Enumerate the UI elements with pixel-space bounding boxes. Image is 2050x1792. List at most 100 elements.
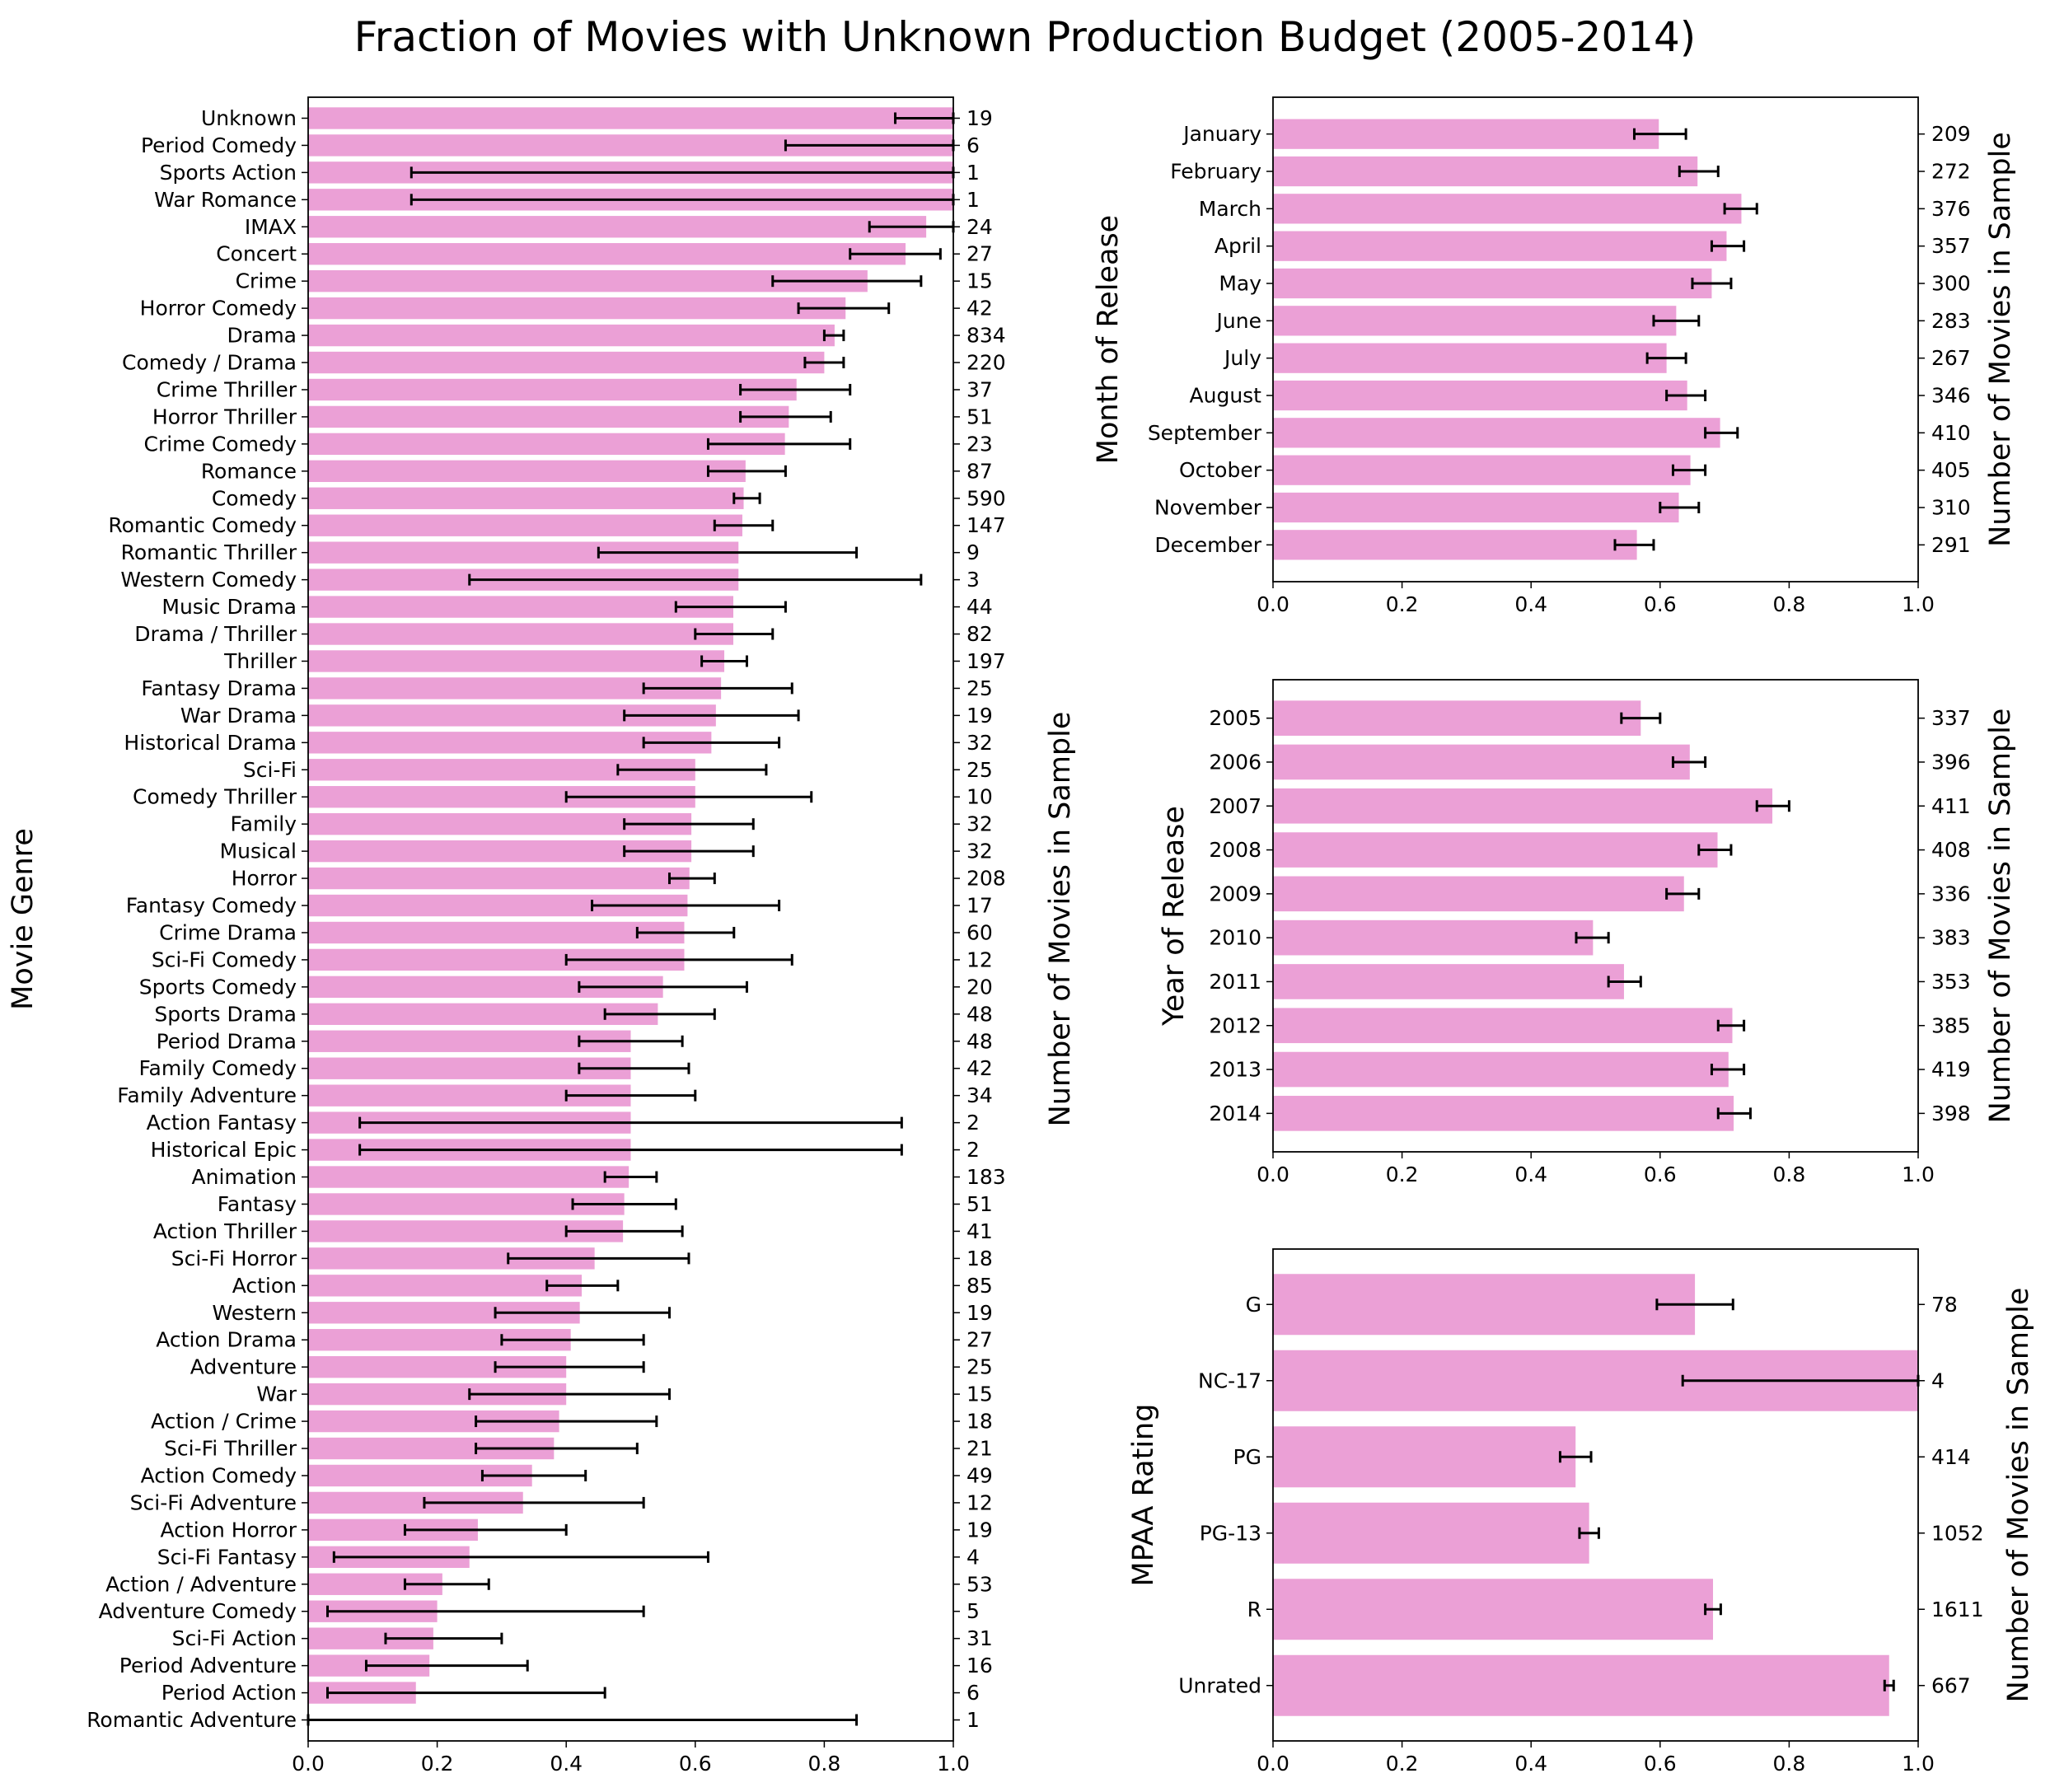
count-label: 2 xyxy=(966,1138,980,1162)
count-label: 267 xyxy=(1931,346,1971,370)
bar xyxy=(1273,1654,1889,1716)
x-tick-label: 0.4 xyxy=(550,1752,583,1776)
count-label: 12 xyxy=(966,947,993,971)
y-tick-label: 2013 xyxy=(1209,1058,1261,1082)
count-label: 42 xyxy=(966,297,993,321)
y-tick-label: Sci-Fi Fantasy xyxy=(157,1545,297,1569)
bar xyxy=(1273,268,1712,299)
count-label: 197 xyxy=(966,649,1006,673)
bar xyxy=(1273,744,1690,780)
count-label: 414 xyxy=(1931,1445,1971,1469)
count-label: 18 xyxy=(966,1247,993,1270)
bar xyxy=(1273,306,1677,336)
y-tick-label: 2007 xyxy=(1209,794,1261,818)
right-axis-label: Number of Movies in Sample xyxy=(1044,712,1077,1127)
y-tick-label: Family Comedy xyxy=(138,1056,297,1080)
count-label: 2 xyxy=(966,1111,980,1135)
y-tick-label: Historical Drama xyxy=(124,731,297,755)
y-tick-label: March xyxy=(1199,197,1261,221)
count-label: 5 xyxy=(966,1599,980,1623)
count-label: 87 xyxy=(966,459,993,483)
bar xyxy=(308,107,953,129)
count-label: 10 xyxy=(966,785,993,809)
y-tick-label: Period Comedy xyxy=(141,133,297,157)
count-label: 19 xyxy=(966,1518,993,1542)
count-label: 44 xyxy=(966,595,993,619)
count-label: 834 xyxy=(966,324,1006,348)
count-label: 1611 xyxy=(1931,1598,1984,1621)
count-label: 411 xyxy=(1931,794,1971,818)
y-tick-label: 2009 xyxy=(1209,882,1261,905)
count-label: 419 xyxy=(1931,1058,1971,1082)
y-tick-label: Comedy Thriller xyxy=(133,785,297,809)
y-tick-label: Adventure xyxy=(190,1355,297,1379)
count-label: 27 xyxy=(966,242,993,266)
y-tick-label: 2006 xyxy=(1209,750,1261,774)
x-tick-label: 1.0 xyxy=(1902,592,1935,616)
bar xyxy=(1273,919,1594,956)
y-tick-label: August xyxy=(1190,384,1262,408)
y-tick-label: December xyxy=(1154,533,1261,557)
bar xyxy=(1273,1096,1734,1131)
count-label: 346 xyxy=(1931,384,1971,408)
y-tick-label: Fantasy Comedy xyxy=(126,894,297,918)
count-label: 283 xyxy=(1931,309,1971,333)
count-label: 19 xyxy=(966,106,993,130)
y-tick-label: July xyxy=(1223,346,1261,370)
bar xyxy=(1273,380,1687,411)
y-tick-label: G xyxy=(1246,1293,1261,1317)
bar xyxy=(308,324,835,347)
count-label: 6 xyxy=(966,1681,980,1705)
count-label: 32 xyxy=(966,840,993,863)
bar xyxy=(308,405,789,428)
bar xyxy=(308,378,797,401)
count-label: 23 xyxy=(966,432,993,456)
count-label: 590 xyxy=(966,486,1006,510)
y-tick-label: 2012 xyxy=(1209,1013,1261,1037)
y-tick-label: Sports Comedy xyxy=(139,975,297,999)
bar xyxy=(1273,876,1684,912)
y-tick-label: Thriller xyxy=(223,649,297,673)
figure-title: Fraction of Movies with Unknown Producti… xyxy=(354,13,1697,61)
y-tick-label: Crime Drama xyxy=(159,920,297,944)
bar xyxy=(1273,119,1659,149)
y-tick-label: June xyxy=(1215,309,1261,333)
y-tick-label: Horror Thriller xyxy=(152,405,297,428)
y-tick-label: Crime xyxy=(236,269,297,293)
y-tick-label: Period Drama xyxy=(157,1029,297,1053)
y-tick-label: January xyxy=(1182,122,1261,146)
y-tick-label: Family Adventure xyxy=(117,1083,297,1107)
x-tick-label: 0.2 xyxy=(1386,1752,1419,1776)
y-tick-label: Fantasy xyxy=(218,1192,297,1216)
bar xyxy=(1273,418,1720,448)
count-label: 410 xyxy=(1931,421,1971,445)
count-label: 209 xyxy=(1931,122,1971,146)
y-axis-label: Movie Genre xyxy=(7,828,40,1010)
bar xyxy=(308,1030,631,1052)
bar xyxy=(308,487,744,509)
y-tick-label: 2008 xyxy=(1209,838,1261,862)
bar xyxy=(308,650,725,672)
y-tick-label: Sci-Fi Horror xyxy=(171,1247,297,1270)
x-tick-label: 0.6 xyxy=(1644,592,1677,616)
y-tick-label: Sci-Fi xyxy=(243,758,297,782)
y-tick-label: Romantic Thriller xyxy=(121,540,297,564)
year-chart: 2005 337 2006 396 2007 411 2008 408 2009 336 2010 3… xyxy=(1158,679,2017,1186)
count-label: 385 xyxy=(1931,1013,1971,1037)
bar xyxy=(1273,1008,1733,1044)
y-tick-label: Action Drama xyxy=(156,1328,297,1352)
x-tick-label: 0.8 xyxy=(1773,1163,1806,1186)
axes-frame xyxy=(1272,679,1919,1153)
x-tick-label: 1.0 xyxy=(1902,1752,1935,1776)
x-tick-label: 0.6 xyxy=(1644,1163,1677,1186)
count-label: 667 xyxy=(1931,1673,1971,1697)
y-tick-label: PG xyxy=(1233,1445,1261,1469)
y-tick-label: Horror Comedy xyxy=(140,297,297,321)
count-label: 31 xyxy=(966,1626,993,1650)
y-axis-label: Month of Release xyxy=(1092,215,1125,464)
y-tick-label: Western xyxy=(212,1301,297,1325)
x-tick-label: 0.6 xyxy=(1644,1752,1677,1776)
y-tick-label: 2011 xyxy=(1209,970,1261,994)
y-tick-label: Drama xyxy=(227,324,297,348)
y-tick-label: PG-13 xyxy=(1200,1521,1261,1545)
